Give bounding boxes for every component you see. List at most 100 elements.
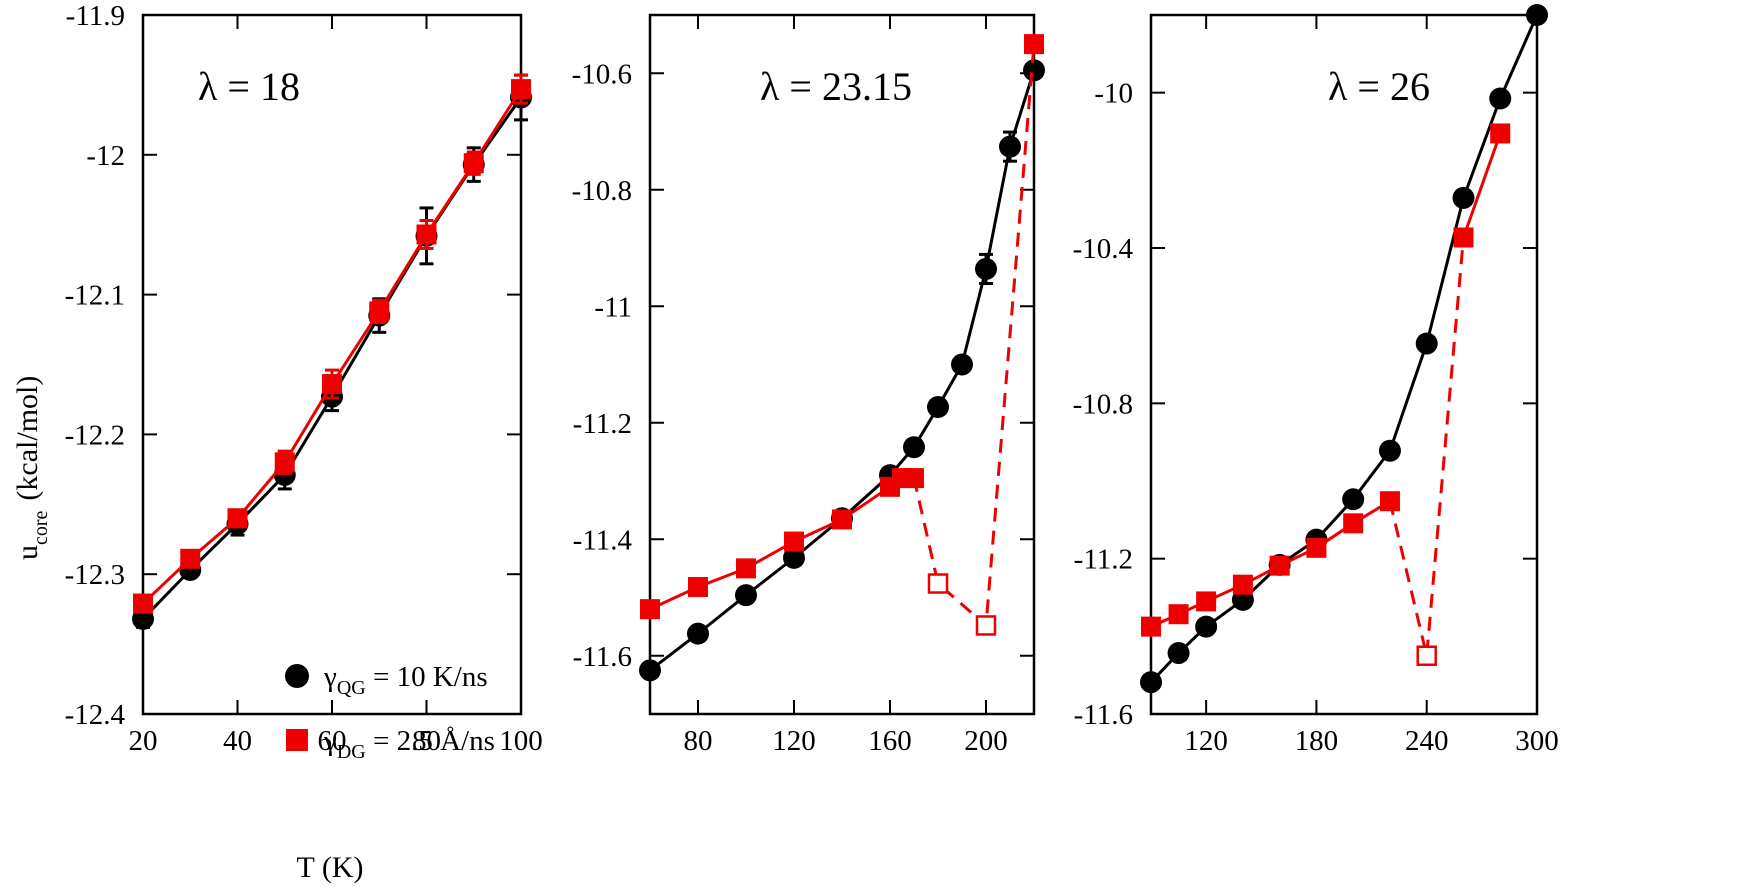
data-point-square — [832, 509, 852, 530]
data-point-square — [736, 558, 756, 579]
y-tick-label: -10.8 — [572, 175, 632, 207]
x-tick-label: 120 — [1184, 725, 1228, 757]
series-line-dg-unstable — [1388, 237, 1465, 657]
x-tick-label: 100 — [499, 725, 543, 757]
x-axis-label: T (K) — [297, 851, 364, 884]
data-point-circle — [903, 436, 925, 459]
legend-marker-dg — [286, 729, 308, 751]
data-point-circle — [1023, 59, 1045, 82]
x-tick-label: 60 — [318, 725, 347, 757]
data-point-circle — [1489, 87, 1512, 110]
data-point-square — [1453, 227, 1474, 248]
data-point-square — [227, 508, 248, 529]
panel-lambda-23-15: λ = 23.15 80 120 160 200 -11.6 -11.4 -11.2 -11 -… — [572, 13, 1045, 757]
data-point-square — [511, 79, 531, 100]
y-tick-label: -11.2 — [1074, 544, 1133, 576]
data-point-circle — [1167, 642, 1190, 665]
data-point-square — [688, 577, 708, 598]
x-tick-label: 20 — [129, 725, 158, 757]
panel-label: λ = 23.15 — [760, 64, 912, 109]
data-point-square — [1232, 574, 1253, 595]
data-point-circle — [783, 546, 805, 569]
x-tick-label: 160 — [868, 725, 912, 757]
data-point-circle — [639, 659, 661, 682]
panel-lambda-26: λ = 26 120 180 240 300 -11.6 -11.2 -10.8 -10.4 -… — [1073, 4, 1559, 757]
data-point-circle — [1415, 332, 1438, 355]
y-axis-label-sub: core — [30, 510, 52, 545]
data-point-circle — [927, 396, 949, 419]
data-point-square — [416, 224, 437, 245]
x-tick-label: 240 — [1405, 725, 1449, 757]
data-point-circle — [1342, 488, 1365, 511]
x-tick-label: 200 — [964, 725, 1008, 757]
y-tick-label: -10.4 — [1073, 233, 1134, 265]
data-point-circle — [1526, 4, 1548, 26]
y-tick-label: -11.6 — [573, 641, 632, 673]
data-point-square — [1343, 513, 1364, 534]
y-tick-label: -10.8 — [1073, 388, 1133, 420]
data-point-square — [133, 593, 153, 614]
y-tick-label: -11.2 — [573, 408, 632, 440]
y-tick-label: -12.2 — [65, 419, 125, 451]
y-axis-label: ucore (kcal/mol) — [11, 376, 52, 560]
y-tick-label: -12.1 — [65, 280, 125, 312]
y-tick-label: -12.4 — [65, 699, 126, 731]
x-tick-label: 120 — [772, 725, 816, 757]
data-point-square — [1269, 555, 1290, 576]
series-line-solid-tail — [1462, 132, 1502, 239]
plot-frame — [1149, 13, 1539, 716]
plot-frame — [648, 13, 1036, 716]
data-point-square — [463, 153, 484, 174]
data-point-square — [1168, 604, 1189, 625]
y-tick-label: -12 — [86, 140, 125, 172]
y-tick-label: -11.9 — [66, 0, 125, 32]
data-point-circle — [975, 257, 997, 280]
data-point-square — [180, 548, 201, 569]
data-point-open-square — [1416, 645, 1437, 666]
data-point-square — [1490, 123, 1511, 144]
data-point-circle — [999, 135, 1021, 158]
data-point-circle — [951, 353, 973, 376]
data-point-square — [322, 374, 342, 395]
plot-frame — [141, 13, 523, 716]
series-line-dg-unstable — [912, 44, 1036, 629]
data-point-circle — [687, 622, 709, 645]
y-tick-label: -11.6 — [1074, 699, 1133, 731]
data-point-square — [1196, 591, 1217, 612]
data-point-square — [640, 599, 660, 620]
panel-lambda-18: λ = 18 20 40 60 80 100 -12.4 -12.3 -12.2 -12.1 -1… — [65, 0, 543, 757]
svg-text:ucore(kcal/mol): ucore (kcal/mol) — [11, 376, 52, 560]
data-point-open-square — [927, 573, 949, 594]
y-tick-label: -11 — [594, 291, 632, 323]
data-point-circle — [1195, 615, 1218, 638]
data-point-square — [274, 452, 295, 473]
legend-entry-qg: γQG = 10 K/ns — [323, 661, 488, 699]
y-axis-label-main: u — [11, 545, 44, 560]
x-tick-label: 80 — [412, 725, 441, 757]
y-tick-label: -10.6 — [572, 58, 632, 90]
panel-label: λ = 18 — [198, 64, 300, 109]
data-point-square — [1141, 616, 1161, 637]
data-point-circle — [1452, 186, 1475, 209]
x-tick-label: 180 — [1295, 725, 1339, 757]
legend-marker-qg — [285, 664, 309, 688]
y-tick-label: -10 — [1094, 78, 1133, 110]
data-point-square — [1024, 34, 1044, 55]
data-point-circle — [1140, 671, 1162, 694]
data-point-open-square — [975, 615, 997, 636]
x-tick-label: 300 — [1515, 725, 1559, 757]
data-point-square — [369, 301, 390, 322]
legend: γQG = 10 K/ns γDG = 2.5 Å/ns — [285, 661, 495, 763]
data-point-circle — [735, 584, 757, 607]
data-point-square — [1306, 537, 1327, 558]
panel-label: λ = 26 — [1328, 64, 1430, 109]
legend-entry-dg: γDG = 2.5 Å/ns — [323, 725, 495, 763]
x-tick-label: 40 — [223, 725, 252, 757]
data-point-circle — [1378, 439, 1401, 462]
y-tick-label: -12.3 — [65, 559, 125, 591]
y-axis-label-unit: (kcal/mol) — [11, 376, 44, 501]
x-tick-label: 80 — [684, 725, 713, 757]
data-point-square — [784, 531, 804, 552]
series-line-qg — [1149, 14, 1539, 684]
